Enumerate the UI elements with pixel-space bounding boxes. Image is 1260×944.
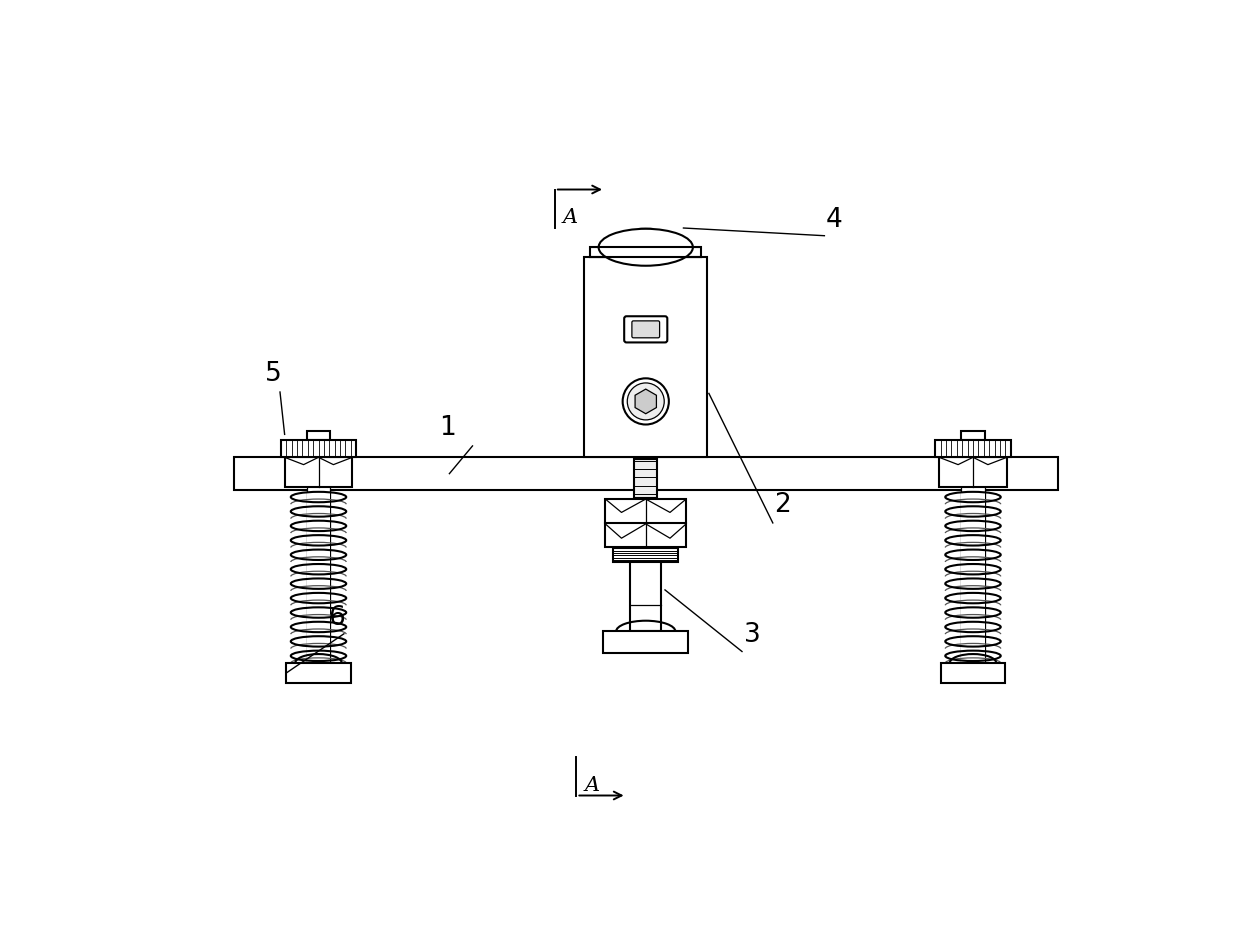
Bar <box>941 663 1005 683</box>
Text: A: A <box>562 209 578 228</box>
Bar <box>961 453 984 491</box>
FancyBboxPatch shape <box>631 321 660 338</box>
Text: 4: 4 <box>827 208 843 233</box>
Polygon shape <box>635 389 656 413</box>
Bar <box>614 548 678 563</box>
Text: 2: 2 <box>775 493 791 518</box>
Bar <box>605 499 687 547</box>
Bar <box>285 457 353 486</box>
Text: 6: 6 <box>329 605 345 631</box>
Text: 1: 1 <box>440 415 456 441</box>
Circle shape <box>627 383 664 420</box>
Ellipse shape <box>598 228 693 266</box>
Bar <box>634 459 658 497</box>
Bar <box>590 247 701 258</box>
Bar <box>630 563 662 632</box>
FancyBboxPatch shape <box>624 316 668 343</box>
Circle shape <box>622 379 669 425</box>
Text: 5: 5 <box>265 362 281 387</box>
Bar <box>604 632 688 653</box>
Bar <box>234 458 1057 490</box>
Bar <box>961 431 984 441</box>
Text: 3: 3 <box>743 622 760 648</box>
Bar <box>585 258 707 458</box>
Bar <box>939 457 1007 486</box>
Text: A: A <box>585 776 600 795</box>
Bar <box>286 663 350 683</box>
Bar <box>281 441 357 457</box>
Bar <box>961 490 984 663</box>
Bar <box>935 441 1011 457</box>
Bar <box>586 228 706 248</box>
Bar <box>307 453 330 491</box>
Bar <box>307 490 330 663</box>
Bar <box>307 431 330 441</box>
